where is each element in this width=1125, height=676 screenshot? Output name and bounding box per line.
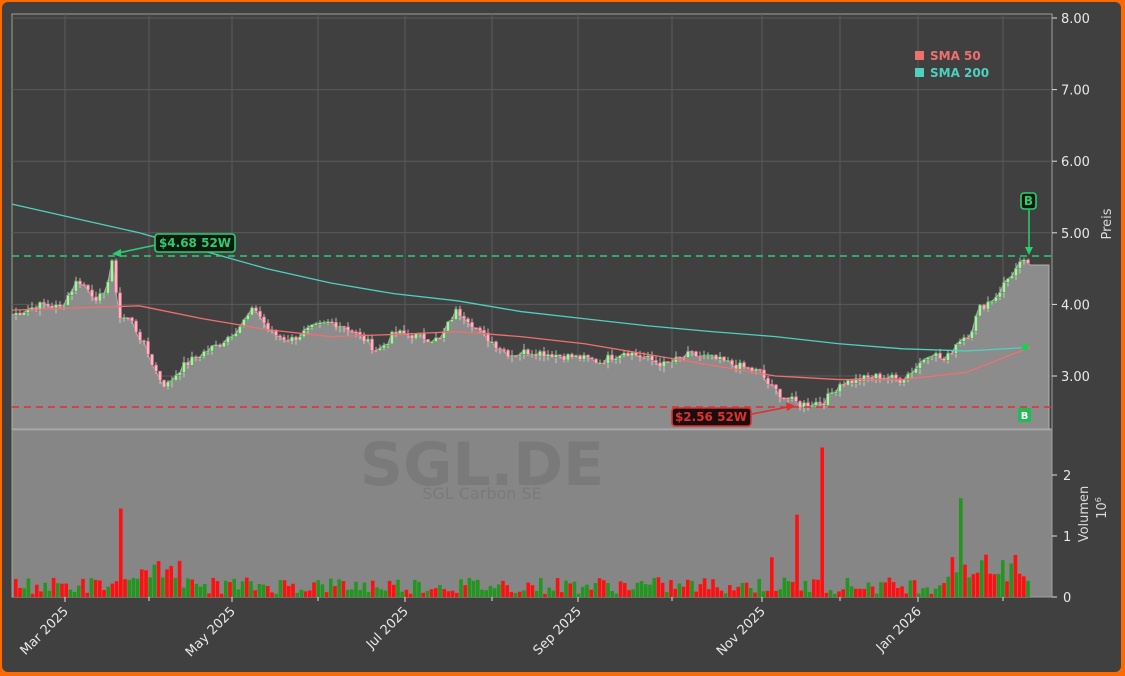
- x-tick-label: Sep 2025: [531, 604, 585, 658]
- volume-panel: [11, 429, 1053, 598]
- high-52w-label: $4.68 52W: [159, 236, 231, 250]
- company-watermark: SGL Carbon SE: [422, 484, 542, 503]
- buy-signal-marker[interactable]: B: [1020, 192, 1037, 255]
- price-tick-label: 8.00: [1061, 12, 1090, 27]
- price-y-axis: 3.00 4.00 5.00 6.00 7.00 8.00: [1052, 12, 1090, 385]
- volume-tick-label: 0: [1063, 591, 1071, 606]
- volume-scale-label: 106: [1094, 497, 1110, 519]
- price-grid: [12, 14, 1052, 429]
- buy-badge[interactable]: B: [1018, 408, 1031, 422]
- sma50-line: [11, 305, 1031, 381]
- price-tick-label: 3.00: [1061, 370, 1090, 385]
- ticker-watermark: SGL.DE: [360, 430, 604, 500]
- buy-marker-label: B: [1024, 194, 1033, 208]
- volume-bars: [14, 447, 1030, 597]
- volume-y-axis: 0 1 2: [1052, 469, 1071, 606]
- x-tick-label: Mar 2025: [18, 604, 72, 658]
- legend-swatch-sma200: [915, 68, 924, 77]
- legend-swatch-sma50: [915, 51, 924, 60]
- legend-label-sma50: SMA 50: [930, 49, 981, 63]
- low-52w-annotation: $2.56 52W: [671, 402, 795, 427]
- price-tick-label: 7.00: [1061, 84, 1090, 99]
- volume-tick-label: 1: [1063, 530, 1071, 545]
- high-52w-annotation: $4.68 52W: [112, 233, 236, 257]
- price-tick-label: 5.00: [1061, 227, 1090, 242]
- low-52w-label: $2.56 52W: [675, 410, 747, 424]
- price-tick-label: 6.00: [1061, 155, 1090, 170]
- legend: SMA 50 SMA 200: [915, 49, 989, 80]
- x-tick-label: Jan 2026: [873, 604, 925, 656]
- sma-cross-dot: [1021, 343, 1029, 351]
- x-tick-label: May 2025: [183, 604, 239, 660]
- volume-tick-label: 2: [1063, 469, 1071, 484]
- legend-label-sma200: SMA 200: [930, 66, 989, 80]
- x-tick-label: Jul 2025: [363, 604, 412, 653]
- volume-axis-title: Volumen: [1077, 486, 1092, 543]
- price-axis-title: Preis: [1100, 208, 1115, 239]
- candlesticks: [14, 257, 1030, 413]
- buy-badge-label: B: [1021, 411, 1029, 422]
- x-axis: Mar 2025 May 2025 Jul 2025 Sep 2025 Nov 2025…: [18, 597, 1004, 660]
- x-tick-label: Nov 2025: [714, 604, 769, 659]
- price-tick-label: 4.00: [1061, 298, 1090, 313]
